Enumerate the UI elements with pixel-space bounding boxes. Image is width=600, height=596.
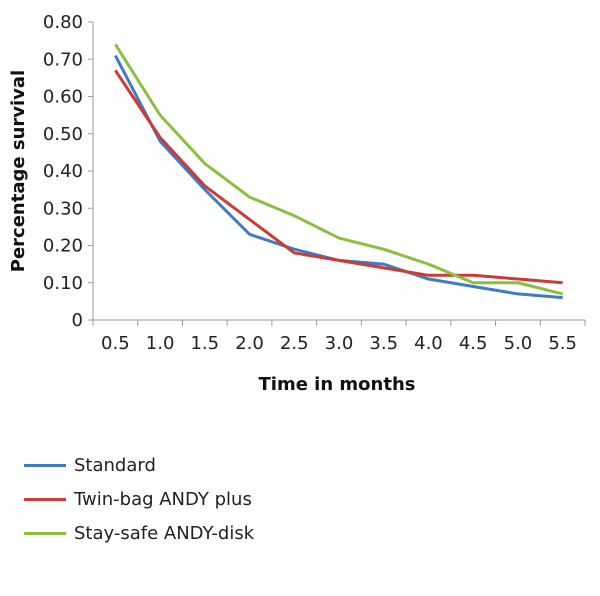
x-tick-label: 2.0: [235, 333, 264, 354]
legend-item: Standard: [24, 448, 254, 482]
line-chart: 0 0.10 0.20 0.30 0.40 0.50 0.60 0.70 0.80 0.5 1.0…: [8, 12, 586, 395]
legend-swatch: [24, 497, 66, 501]
legend-item: Twin-bag ANDY plus: [24, 482, 254, 516]
y-tick-label: 0.20: [43, 236, 83, 257]
legend-swatch: [24, 463, 66, 467]
y-tick-label: 0.30: [43, 198, 83, 219]
y-tick-label: 0.50: [43, 124, 83, 145]
x-tick-label: 4.0: [414, 333, 443, 354]
x-tick-label: 5.0: [504, 333, 533, 354]
y-axis-title: Percentage survival: [8, 70, 29, 272]
x-tick-label: 2.5: [280, 333, 309, 354]
legend-item: Stay-safe ANDY-disk: [24, 516, 254, 550]
y-tick-label: 0: [72, 310, 83, 331]
x-tick-label: 5.5: [548, 333, 577, 354]
y-tick-label: 0.10: [43, 273, 83, 294]
x-tick-label: 1.0: [146, 333, 175, 354]
x-tick-label: 0.5: [101, 333, 130, 354]
legend-label: Standard: [74, 454, 156, 476]
legend: Standard Twin-bag ANDY plus Stay-safe ANDY…: [24, 448, 254, 550]
y-tick-label: 0.40: [43, 161, 83, 182]
x-axis-title: Time in months: [259, 374, 416, 395]
plot-lines: [114, 43, 563, 300]
x-tick-label: 1.5: [190, 333, 219, 354]
x-tick-label: 3.5: [369, 333, 398, 354]
x-tick-label: 3.0: [325, 333, 354, 354]
legend-label: Twin-bag ANDY plus: [74, 488, 252, 510]
y-tick-label: 0.80: [43, 12, 83, 33]
series-line-1: [114, 69, 563, 285]
legend-swatch: [24, 531, 66, 535]
x-tick-label: 4.5: [459, 333, 488, 354]
y-axis-ticks: 0 0.10 0.20 0.30 0.40 0.50 0.60 0.70 0.80: [43, 12, 93, 331]
y-tick-label: 0.70: [43, 49, 83, 70]
legend-label: Stay-safe ANDY-disk: [74, 522, 255, 544]
y-tick-label: 0.60: [43, 87, 83, 108]
series-line-2: [114, 43, 563, 296]
x-axis-ticks: 0.5 1.0 1.5 2.0 2.5 3.0 3.5 4.0 4.5 5.0 5.5: [92, 320, 586, 354]
